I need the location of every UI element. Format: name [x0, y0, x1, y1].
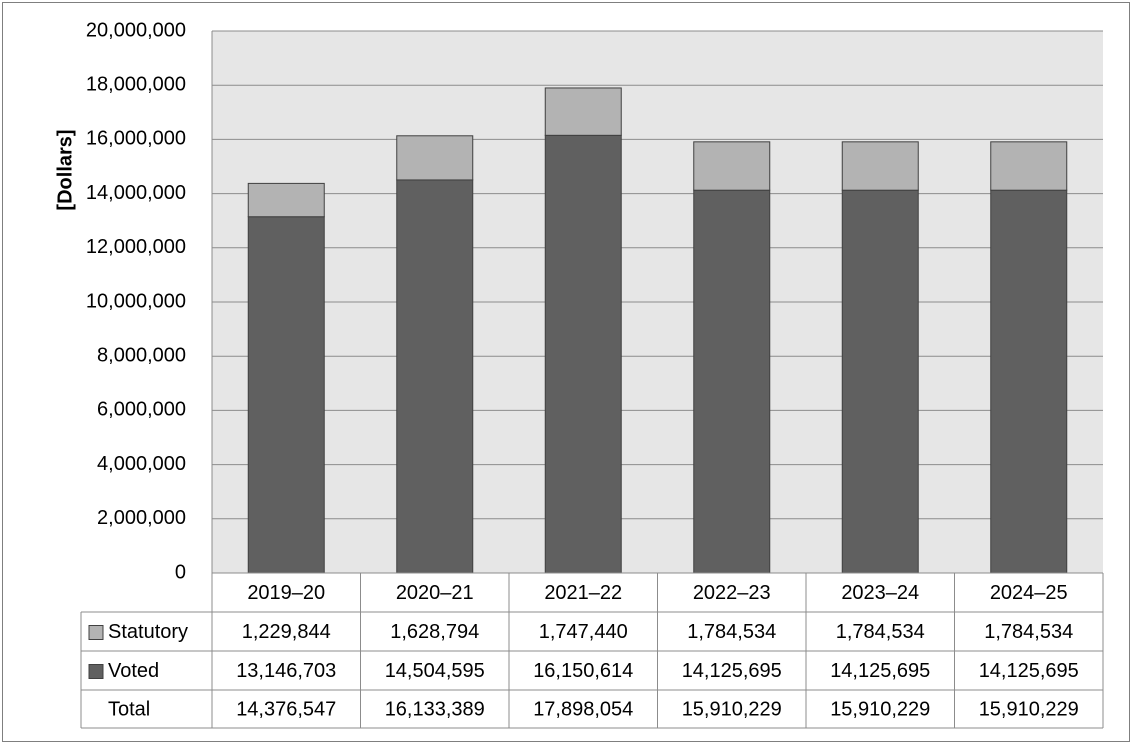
y-tick-label: 18,000,000	[86, 73, 186, 95]
bar-statutory-2024–25	[990, 141, 1068, 191]
table-cell-total: 14,376,547	[236, 698, 336, 720]
legend-label-voted: Voted	[108, 660, 159, 682]
bar-statutory-2023–24	[841, 141, 919, 191]
x-tick-label: 2022–23	[693, 582, 771, 604]
bar-statutory-2020–21	[396, 135, 474, 181]
x-tick-label: 2019–20	[247, 582, 325, 604]
table-cell-total: 16,133,389	[385, 698, 485, 720]
x-tick-label: 2020–21	[396, 582, 474, 604]
y-tick-label: 20,000,000	[86, 19, 186, 41]
legend-swatch-voted	[88, 664, 104, 679]
table-cell-total: 15,910,229	[830, 698, 930, 720]
table-cell-statutory: 1,784,534	[984, 621, 1073, 643]
x-tick-label: 2023–24	[841, 582, 919, 604]
table-cell-statutory: 1,784,534	[687, 621, 776, 643]
x-tick-label: 2024–25	[990, 582, 1068, 604]
table-cell-statutory: 1,784,534	[836, 621, 925, 643]
y-tick-label: 16,000,000	[86, 128, 186, 150]
y-tick-label: 0	[175, 561, 186, 583]
y-tick-label: 4,000,000	[97, 453, 186, 475]
bar-voted-2024–25	[990, 189, 1068, 574]
y-tick-label: 2,000,000	[97, 507, 186, 529]
y-tick-label: 10,000,000	[86, 290, 186, 312]
table-cell-voted: 14,504,595	[385, 660, 485, 682]
table-cell-total: 17,898,054	[533, 698, 633, 720]
table-cell-statutory: 1,628,794	[390, 621, 479, 643]
table-cell-statutory: 1,229,844	[242, 621, 331, 643]
table-cell-voted: 14,125,695	[682, 660, 782, 682]
y-axis-title: [Dollars]	[54, 129, 76, 210]
y-tick-label: 8,000,000	[97, 344, 186, 366]
table-cell-voted: 16,150,614	[533, 660, 633, 682]
bar-voted-2019–20	[247, 216, 325, 574]
table-cell-total: 15,910,229	[682, 698, 782, 720]
table-cell-voted: 14,125,695	[830, 660, 930, 682]
bar-statutory-2022–23	[693, 141, 771, 191]
row-label-total: Total	[108, 698, 150, 720]
y-tick-label: 6,000,000	[97, 399, 186, 421]
table-cell-total: 15,910,229	[979, 698, 1079, 720]
table-cell-voted: 13,146,703	[236, 660, 336, 682]
table-cell-statutory: 1,747,440	[539, 621, 628, 643]
y-tick-label: 14,000,000	[86, 182, 186, 204]
x-tick-label: 2021–22	[544, 582, 622, 604]
bar-voted-2020–21	[396, 179, 474, 574]
legend-label-statutory: Statutory	[108, 621, 188, 643]
y-tick-label: 12,000,000	[86, 236, 186, 258]
bar-voted-2021–22	[544, 134, 622, 574]
table-cell-voted: 14,125,695	[979, 660, 1079, 682]
bar-voted-2023–24	[841, 189, 919, 574]
bar-statutory-2019–20	[247, 182, 325, 218]
legend-swatch-statutory	[88, 625, 104, 640]
bar-statutory-2021–22	[544, 87, 622, 136]
bar-voted-2022–23	[693, 189, 771, 574]
